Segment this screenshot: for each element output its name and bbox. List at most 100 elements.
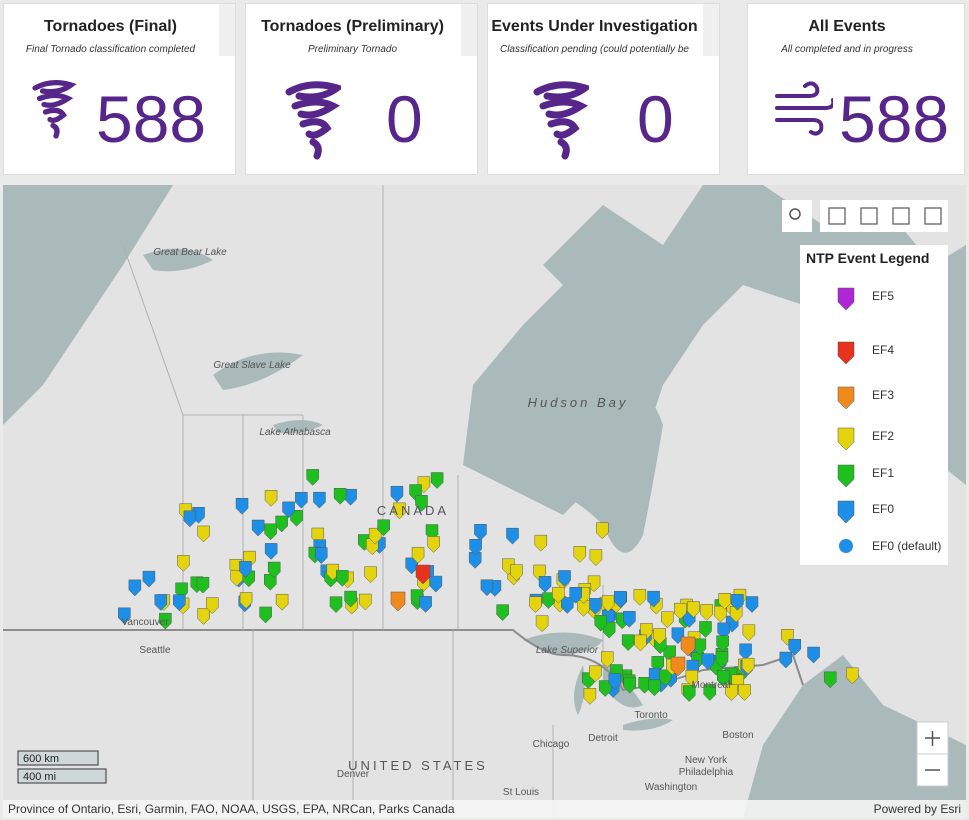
card-subtitle: All completed and in progress bbox=[781, 44, 913, 55]
map-label: Detroit bbox=[588, 733, 618, 744]
event-marker bbox=[701, 653, 715, 671]
legend-swatch bbox=[837, 427, 855, 451]
event-marker bbox=[538, 576, 552, 593]
event-marker bbox=[344, 590, 357, 608]
card-title: Tornadoes (Final) bbox=[43, 18, 178, 35]
event-marker bbox=[142, 570, 156, 588]
card-icon bbox=[32, 79, 77, 139]
event-marker bbox=[577, 600, 590, 617]
event-marker bbox=[415, 495, 428, 512]
event-marker bbox=[506, 527, 519, 545]
legend-swatch bbox=[837, 500, 855, 524]
event-marker bbox=[633, 589, 647, 606]
event-marker bbox=[259, 606, 272, 624]
card-value: 0 bbox=[386, 82, 423, 156]
event-marker bbox=[596, 522, 609, 540]
scrollbar bbox=[219, 4, 235, 56]
event-marker bbox=[699, 621, 712, 638]
icon-shape bbox=[285, 81, 341, 160]
event-marker bbox=[427, 536, 440, 553]
event-marker bbox=[282, 501, 295, 519]
hudson-bay bbox=[473, 353, 663, 553]
tool-button[interactable] bbox=[828, 207, 846, 225]
event-marker bbox=[725, 684, 738, 702]
event-marker bbox=[738, 684, 751, 701]
event-marker bbox=[235, 498, 249, 515]
event-marker bbox=[552, 586, 565, 604]
event-marker bbox=[670, 656, 686, 677]
event-marker bbox=[315, 547, 328, 564]
map-label: UNITED STATES bbox=[348, 758, 488, 773]
event-marker bbox=[715, 651, 729, 669]
event-marker bbox=[742, 624, 756, 642]
event-marker bbox=[326, 563, 340, 581]
map-label: Washington bbox=[645, 782, 697, 793]
indicator-card: Events Under Investigation Classification… bbox=[487, 3, 720, 175]
tool-button[interactable] bbox=[924, 207, 942, 225]
event-marker bbox=[197, 525, 210, 543]
event-marker bbox=[846, 667, 859, 685]
event-marker bbox=[390, 485, 404, 503]
event-marker bbox=[638, 677, 651, 694]
event-marker bbox=[329, 596, 343, 614]
event-marker bbox=[573, 546, 587, 563]
event-marker bbox=[779, 651, 793, 669]
event-marker bbox=[731, 594, 744, 611]
event-marker bbox=[290, 510, 303, 527]
icon-shape bbox=[533, 81, 589, 160]
event-marker bbox=[788, 638, 801, 656]
card-value: 0 bbox=[637, 82, 674, 156]
event-marker bbox=[807, 646, 820, 664]
event-marker bbox=[429, 575, 443, 593]
event-marker bbox=[534, 534, 548, 552]
lakes bbox=[143, 248, 323, 434]
event-marker bbox=[718, 593, 732, 610]
legend-swatch bbox=[837, 386, 855, 410]
map-label: Denver bbox=[337, 769, 370, 780]
event-marker bbox=[623, 611, 636, 628]
tool-button[interactable] bbox=[892, 207, 910, 225]
event-marker bbox=[535, 615, 549, 633]
event-marker bbox=[583, 688, 597, 705]
legend-label: EF2 bbox=[872, 429, 894, 443]
toolbar bbox=[820, 200, 948, 232]
great-lakes bbox=[523, 632, 673, 731]
event-marker bbox=[703, 684, 717, 701]
event-marker bbox=[239, 561, 252, 578]
search-button[interactable] bbox=[782, 200, 812, 232]
tool-button[interactable] bbox=[860, 207, 878, 225]
land-north bbox=[303, 185, 966, 305]
event-marker bbox=[621, 634, 635, 651]
scale-bar bbox=[17, 768, 107, 784]
tornado bbox=[32, 79, 77, 139]
event-marker bbox=[687, 601, 700, 618]
legend-swatch bbox=[839, 539, 853, 553]
event-marker bbox=[474, 524, 487, 541]
event-marker bbox=[468, 552, 482, 569]
legend-label: EF5 bbox=[872, 289, 894, 303]
event-marker bbox=[741, 657, 755, 675]
indicator-card: Tornadoes (Preliminary) Preliminary Torna… bbox=[245, 3, 478, 175]
event-marker bbox=[264, 543, 278, 560]
card-title: Events Under Investigation bbox=[491, 18, 698, 35]
border bbox=[3, 629, 804, 692]
map-label: St Louis bbox=[503, 787, 539, 798]
event-marker bbox=[275, 593, 289, 611]
indicator-card: Tornadoes (Final) Final Tornado classific… bbox=[3, 3, 236, 175]
event-marker bbox=[359, 593, 372, 611]
tornado bbox=[285, 81, 341, 160]
map-label: Toronto bbox=[634, 710, 668, 721]
map-label: Lake Athabasca bbox=[259, 427, 331, 438]
event-marker bbox=[558, 570, 571, 587]
map-label: Philadelphia bbox=[679, 767, 734, 778]
event-marker bbox=[205, 597, 219, 615]
event-marker bbox=[295, 492, 308, 509]
map-label: Vancouver bbox=[121, 617, 169, 628]
event-marker bbox=[823, 671, 837, 689]
event-marker bbox=[313, 491, 326, 509]
event-marker bbox=[251, 519, 265, 537]
event-marker bbox=[685, 670, 699, 687]
card-title: All Events bbox=[808, 18, 886, 35]
event-marker bbox=[661, 611, 674, 629]
